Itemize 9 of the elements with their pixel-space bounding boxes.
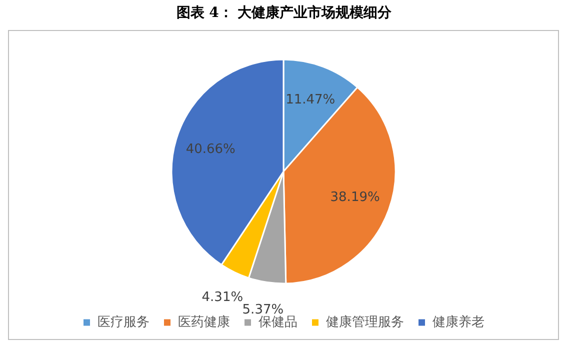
legend-label: 医药健康 <box>178 314 230 330</box>
chart-title: 图表 4： 大健康产业市场规模细分 <box>175 4 393 22</box>
legend-label: 医疗服务 <box>97 314 150 330</box>
data-label: 11.47% <box>286 92 336 108</box>
data-label: 4.31% <box>202 290 244 305</box>
data-label: 40.66% <box>186 142 236 157</box>
data-label: 38.19% <box>330 190 380 205</box>
legend-label: 健康养老 <box>432 314 484 330</box>
legend-label: 健康管理服务 <box>326 314 404 330</box>
